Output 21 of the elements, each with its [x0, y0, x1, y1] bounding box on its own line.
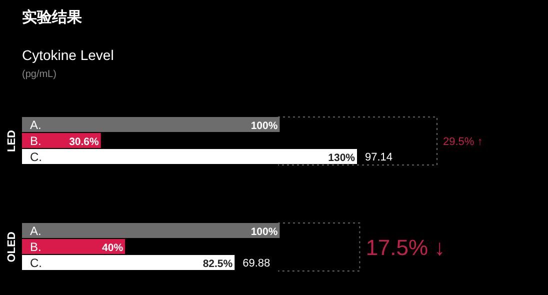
y-tick-label: C.	[30, 150, 42, 164]
data-label: 100%	[250, 226, 278, 238]
data-label: 30.6%	[69, 136, 100, 148]
y-tick-label: A.	[30, 118, 42, 132]
annotation: 69.88	[242, 258, 270, 270]
y-axis-title: LED	[6, 130, 18, 152]
data-label: 40%	[102, 242, 124, 254]
y-tick-label: B.	[30, 134, 42, 148]
chart-title: 实验结果	[22, 8, 83, 26]
text: 17.5% ↓	[366, 235, 446, 260]
y-axis-title: OLED	[6, 232, 18, 262]
y-tick-label: C.	[30, 256, 42, 270]
data-label: 130%	[328, 152, 356, 164]
data-label: 100%	[250, 120, 278, 132]
data-label: 82.5%	[202, 258, 234, 270]
text: 29.5% ↑	[443, 136, 483, 148]
y-tick-label: A.	[30, 224, 42, 238]
chart-subtitle: Cytokine Level	[22, 47, 114, 63]
x-axis-title: (pg/mL)	[22, 69, 56, 80]
annotation: 97.14	[365, 152, 393, 164]
y-tick-label: B.	[30, 240, 42, 254]
